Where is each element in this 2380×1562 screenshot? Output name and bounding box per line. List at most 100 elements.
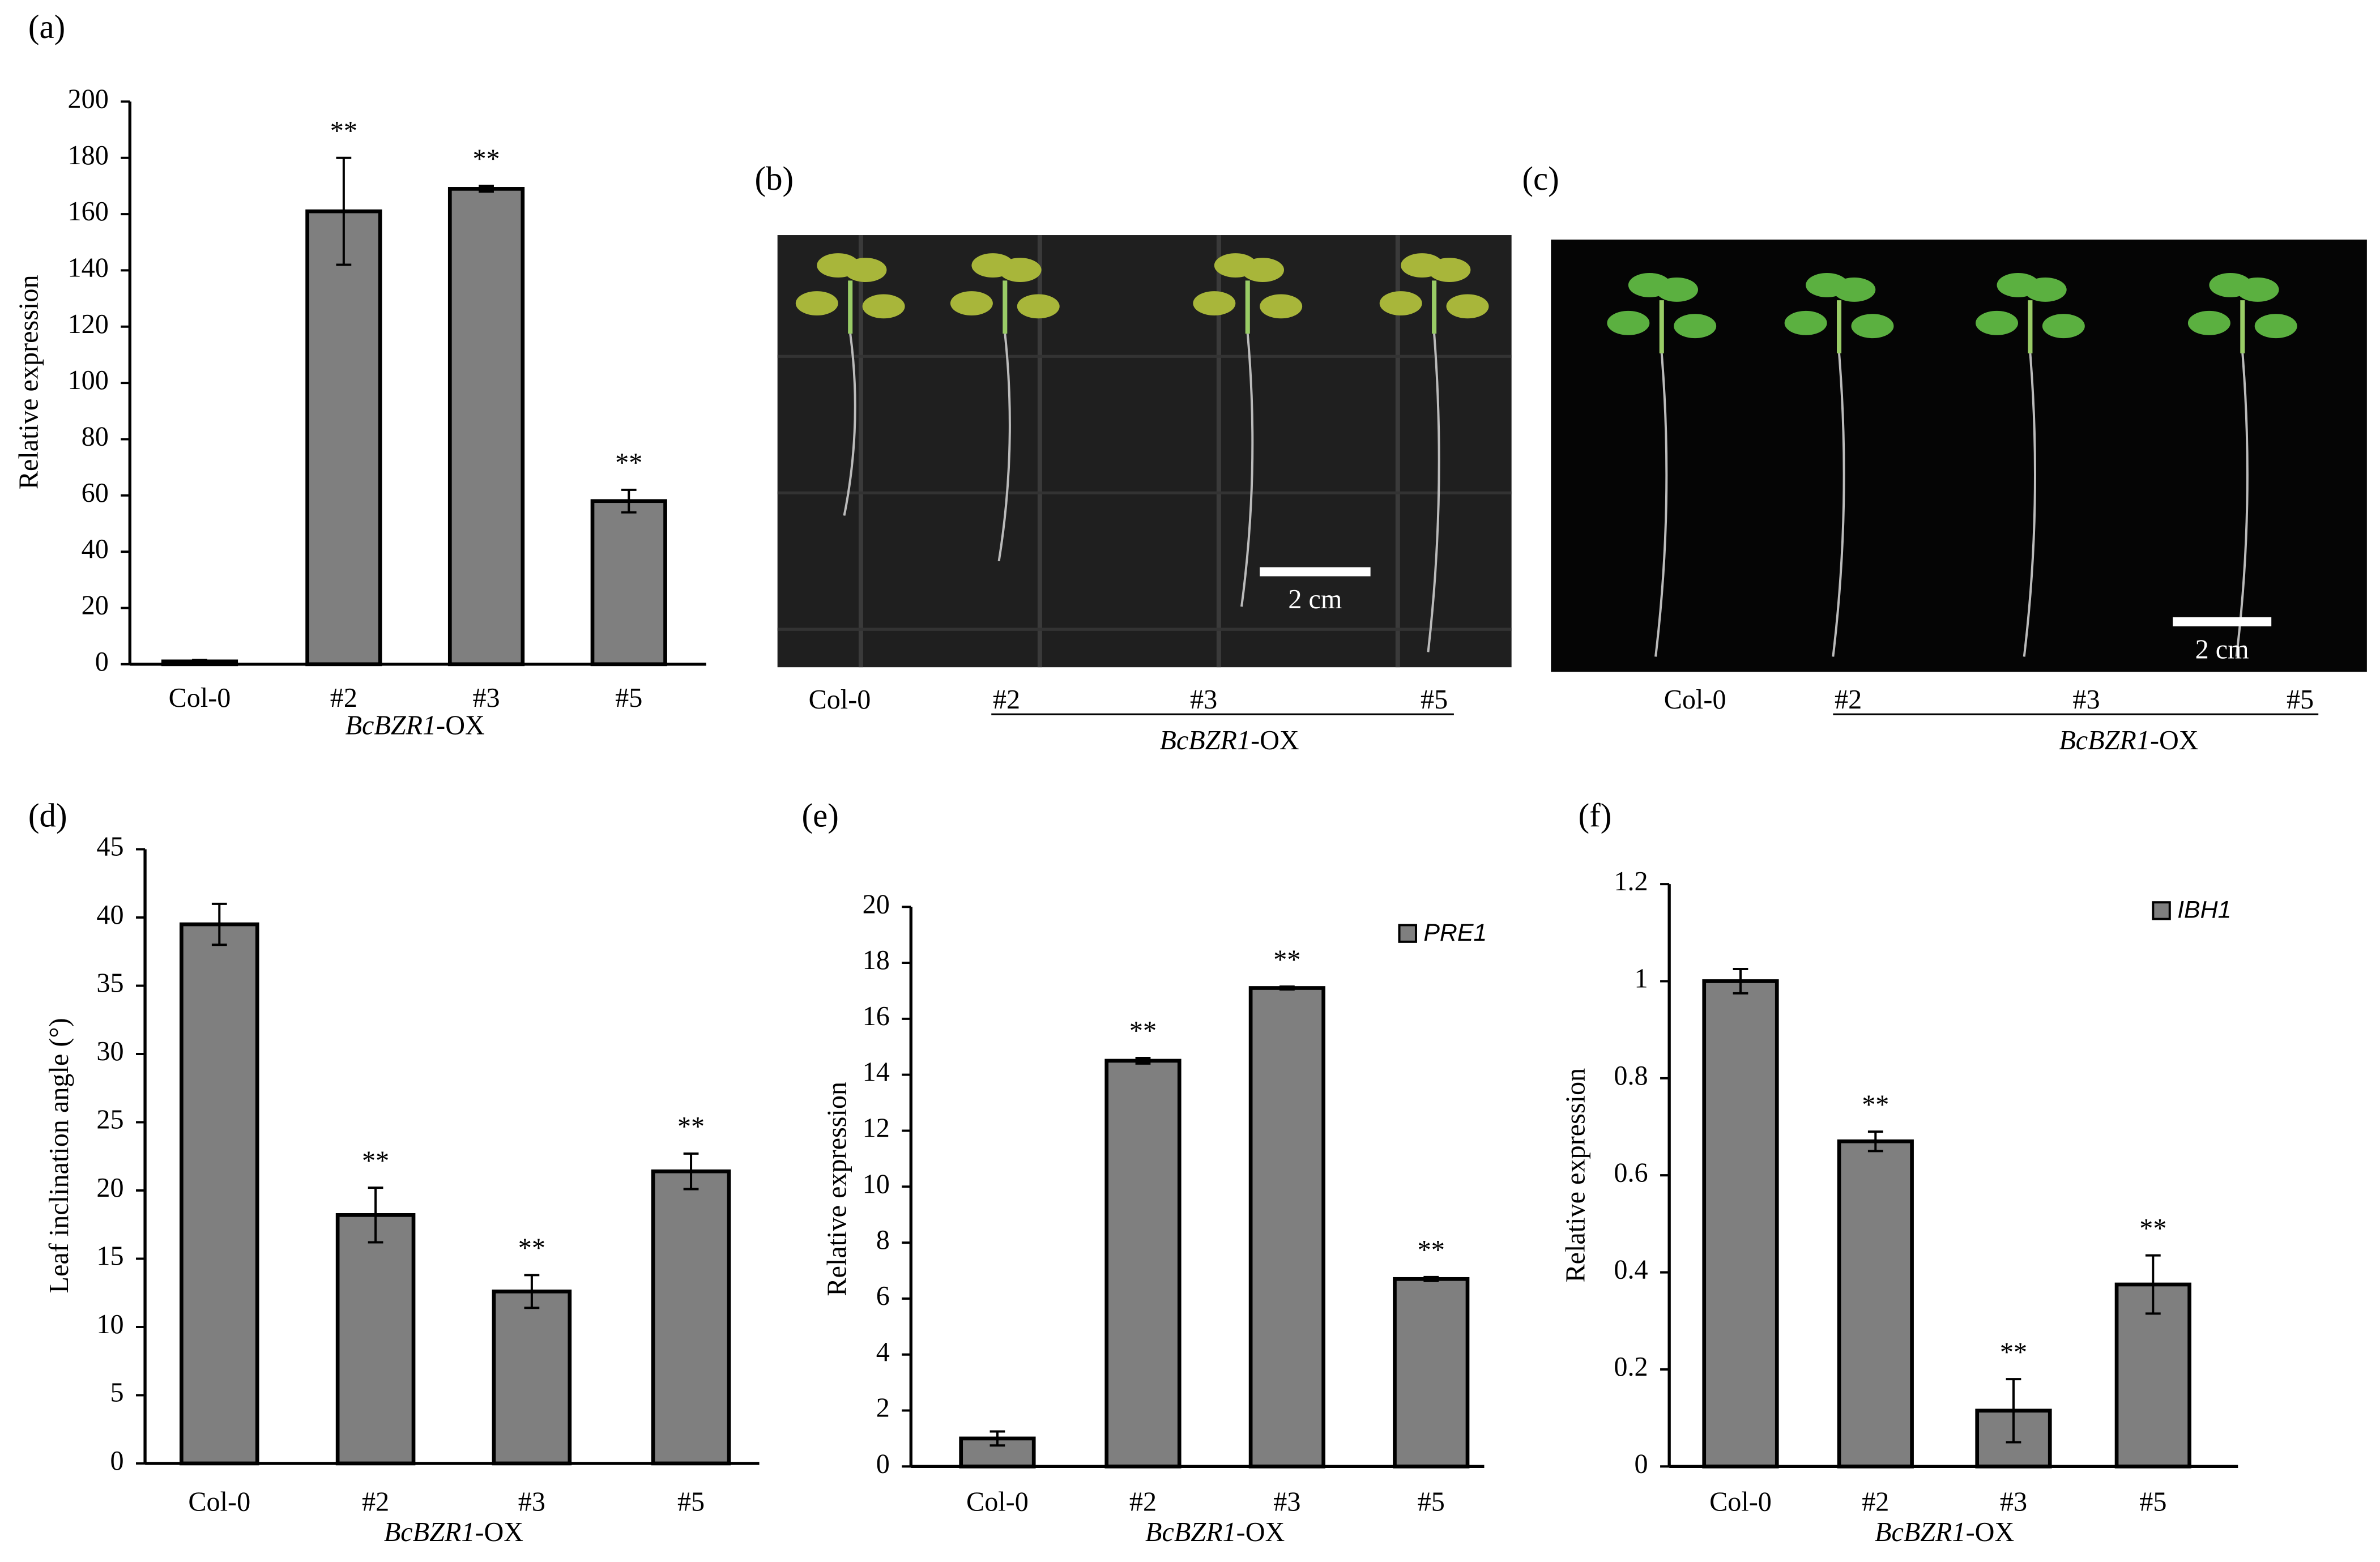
x-tick-label: #5 bbox=[2139, 1487, 2166, 1517]
significance-label: ** bbox=[330, 116, 357, 146]
group-label-roman: -OX bbox=[1251, 725, 1299, 756]
y-axis-label: Relative expression bbox=[1561, 1068, 1591, 1283]
y-tick-label: 160 bbox=[68, 197, 109, 227]
photo-label: Col-0 bbox=[809, 685, 871, 715]
error-bar bbox=[683, 1152, 699, 1190]
y-axis-label: Leaf inclination angle (°) bbox=[44, 1018, 74, 1293]
x-axis-label: BcBZR1-OX bbox=[1145, 1517, 1285, 1547]
plant-leaf bbox=[950, 291, 993, 315]
x-tick-label: #3 bbox=[1273, 1487, 1300, 1517]
scale-bar-label: 2 cm bbox=[1288, 584, 1342, 614]
plant-leaf bbox=[1607, 310, 1650, 335]
error-bar bbox=[1135, 1057, 1151, 1065]
significance-label: ** bbox=[362, 1146, 389, 1176]
plant-root bbox=[1240, 333, 1254, 607]
error-bar bbox=[1423, 1275, 1439, 1282]
y-tick-label: 8 bbox=[876, 1225, 890, 1255]
y-tick-label: 80 bbox=[82, 422, 109, 452]
x-tick-label: #5 bbox=[677, 1487, 705, 1517]
bar bbox=[1702, 979, 1779, 1469]
y-tick-label: 0 bbox=[110, 1446, 124, 1476]
bar bbox=[335, 1213, 416, 1466]
error-bar bbox=[1279, 985, 1295, 991]
plant-leaf bbox=[844, 258, 887, 283]
legend-swatch bbox=[1398, 924, 1417, 943]
y-tick-label: 0.6 bbox=[1614, 1158, 1648, 1188]
legend-label: PRE1 bbox=[1423, 919, 1487, 946]
error-bar bbox=[2006, 1378, 2021, 1444]
plant-leaf bbox=[1193, 291, 1236, 315]
plant-leaf bbox=[2236, 278, 2279, 302]
y-tick-label: 120 bbox=[68, 309, 109, 339]
group-label: BcBZR1-OX bbox=[2059, 725, 2198, 756]
plant-leaf bbox=[1379, 291, 1422, 315]
x-axis-label-roman: -OX bbox=[1236, 1517, 1285, 1547]
bar bbox=[2114, 1282, 2191, 1469]
plant-root bbox=[2235, 353, 2249, 657]
y-tick-label: 20 bbox=[82, 591, 109, 621]
y-tick-label: 14 bbox=[863, 1057, 890, 1087]
error-bar bbox=[524, 1274, 540, 1309]
y-tick-label: 2 bbox=[876, 1393, 890, 1423]
significance-label: ** bbox=[1129, 1016, 1157, 1046]
plant-leaf bbox=[1976, 310, 2019, 335]
legend-label: IBH1 bbox=[2177, 897, 2231, 924]
bar bbox=[1393, 1277, 1470, 1469]
photo-label: #5 bbox=[1421, 685, 1448, 715]
photo-label: #3 bbox=[2072, 685, 2100, 715]
plant-leaf bbox=[1674, 314, 1717, 339]
plant-root bbox=[1654, 353, 1668, 657]
bar bbox=[447, 187, 525, 667]
x-tick-label: #3 bbox=[2000, 1487, 2027, 1517]
plant-root bbox=[1427, 333, 1440, 652]
panel-label: (d) bbox=[28, 797, 67, 834]
photo-label: #2 bbox=[993, 685, 1020, 715]
y-tick-label: 20 bbox=[96, 1173, 123, 1203]
x-axis-label: BcBZR1-OX bbox=[346, 710, 485, 740]
plant-leaf bbox=[1851, 314, 1894, 339]
group-label: BcBZR1-OX bbox=[1159, 725, 1299, 756]
plant-leaf bbox=[1428, 258, 1471, 283]
y-axis-label: Relative expression bbox=[822, 1082, 852, 1296]
error-bar bbox=[2145, 1254, 2161, 1315]
x-tick-label: #5 bbox=[1418, 1487, 1445, 1517]
error-bar bbox=[1733, 968, 1748, 995]
plant-leaf bbox=[1784, 310, 1827, 335]
y-tick-label: 1.2 bbox=[1614, 867, 1648, 897]
photo-label: #3 bbox=[1190, 685, 1217, 715]
photo-label: #2 bbox=[1835, 685, 1862, 715]
y-tick-label: 180 bbox=[68, 140, 109, 170]
group-label-italic: BcBZR1 bbox=[2059, 725, 2150, 756]
y-tick-label: 40 bbox=[82, 534, 109, 564]
error-bar bbox=[989, 1430, 1005, 1447]
y-tick-label: 40 bbox=[96, 900, 123, 930]
y-tick-label: 16 bbox=[863, 1001, 890, 1031]
plant-leaf bbox=[1017, 294, 1060, 319]
x-tick-label: #2 bbox=[330, 683, 357, 713]
y-tick-label: 20 bbox=[863, 889, 890, 919]
y-tick-label: 5 bbox=[110, 1378, 124, 1408]
y-tick-label: 15 bbox=[96, 1241, 123, 1271]
significance-label: ** bbox=[518, 1234, 545, 1264]
bar bbox=[1837, 1139, 1914, 1469]
group-label-italic: BcBZR1 bbox=[1159, 725, 1251, 756]
plant-leaf bbox=[1260, 294, 1303, 319]
x-tick-label: #5 bbox=[615, 683, 642, 713]
x-axis-label: BcBZR1-OX bbox=[1875, 1517, 2014, 1547]
panel-label: (e) bbox=[802, 797, 839, 834]
x-tick-label: #3 bbox=[472, 683, 500, 713]
y-tick-label: 12 bbox=[863, 1113, 890, 1143]
bar bbox=[590, 499, 667, 667]
scale-bar-label: 2 cm bbox=[2195, 634, 2249, 664]
legend-swatch bbox=[2152, 901, 2171, 920]
x-axis-label-italic: BcBZR1 bbox=[1875, 1517, 1966, 1547]
y-tick-label: 4 bbox=[876, 1337, 890, 1367]
x-tick-label: Col-0 bbox=[1709, 1487, 1772, 1517]
significance-label: ** bbox=[2000, 1337, 2027, 1367]
plant-leaf bbox=[999, 258, 1042, 283]
panel-label: (a) bbox=[28, 8, 65, 45]
photo-label: Col-0 bbox=[1664, 685, 1726, 715]
y-tick-label: 30 bbox=[96, 1036, 123, 1066]
